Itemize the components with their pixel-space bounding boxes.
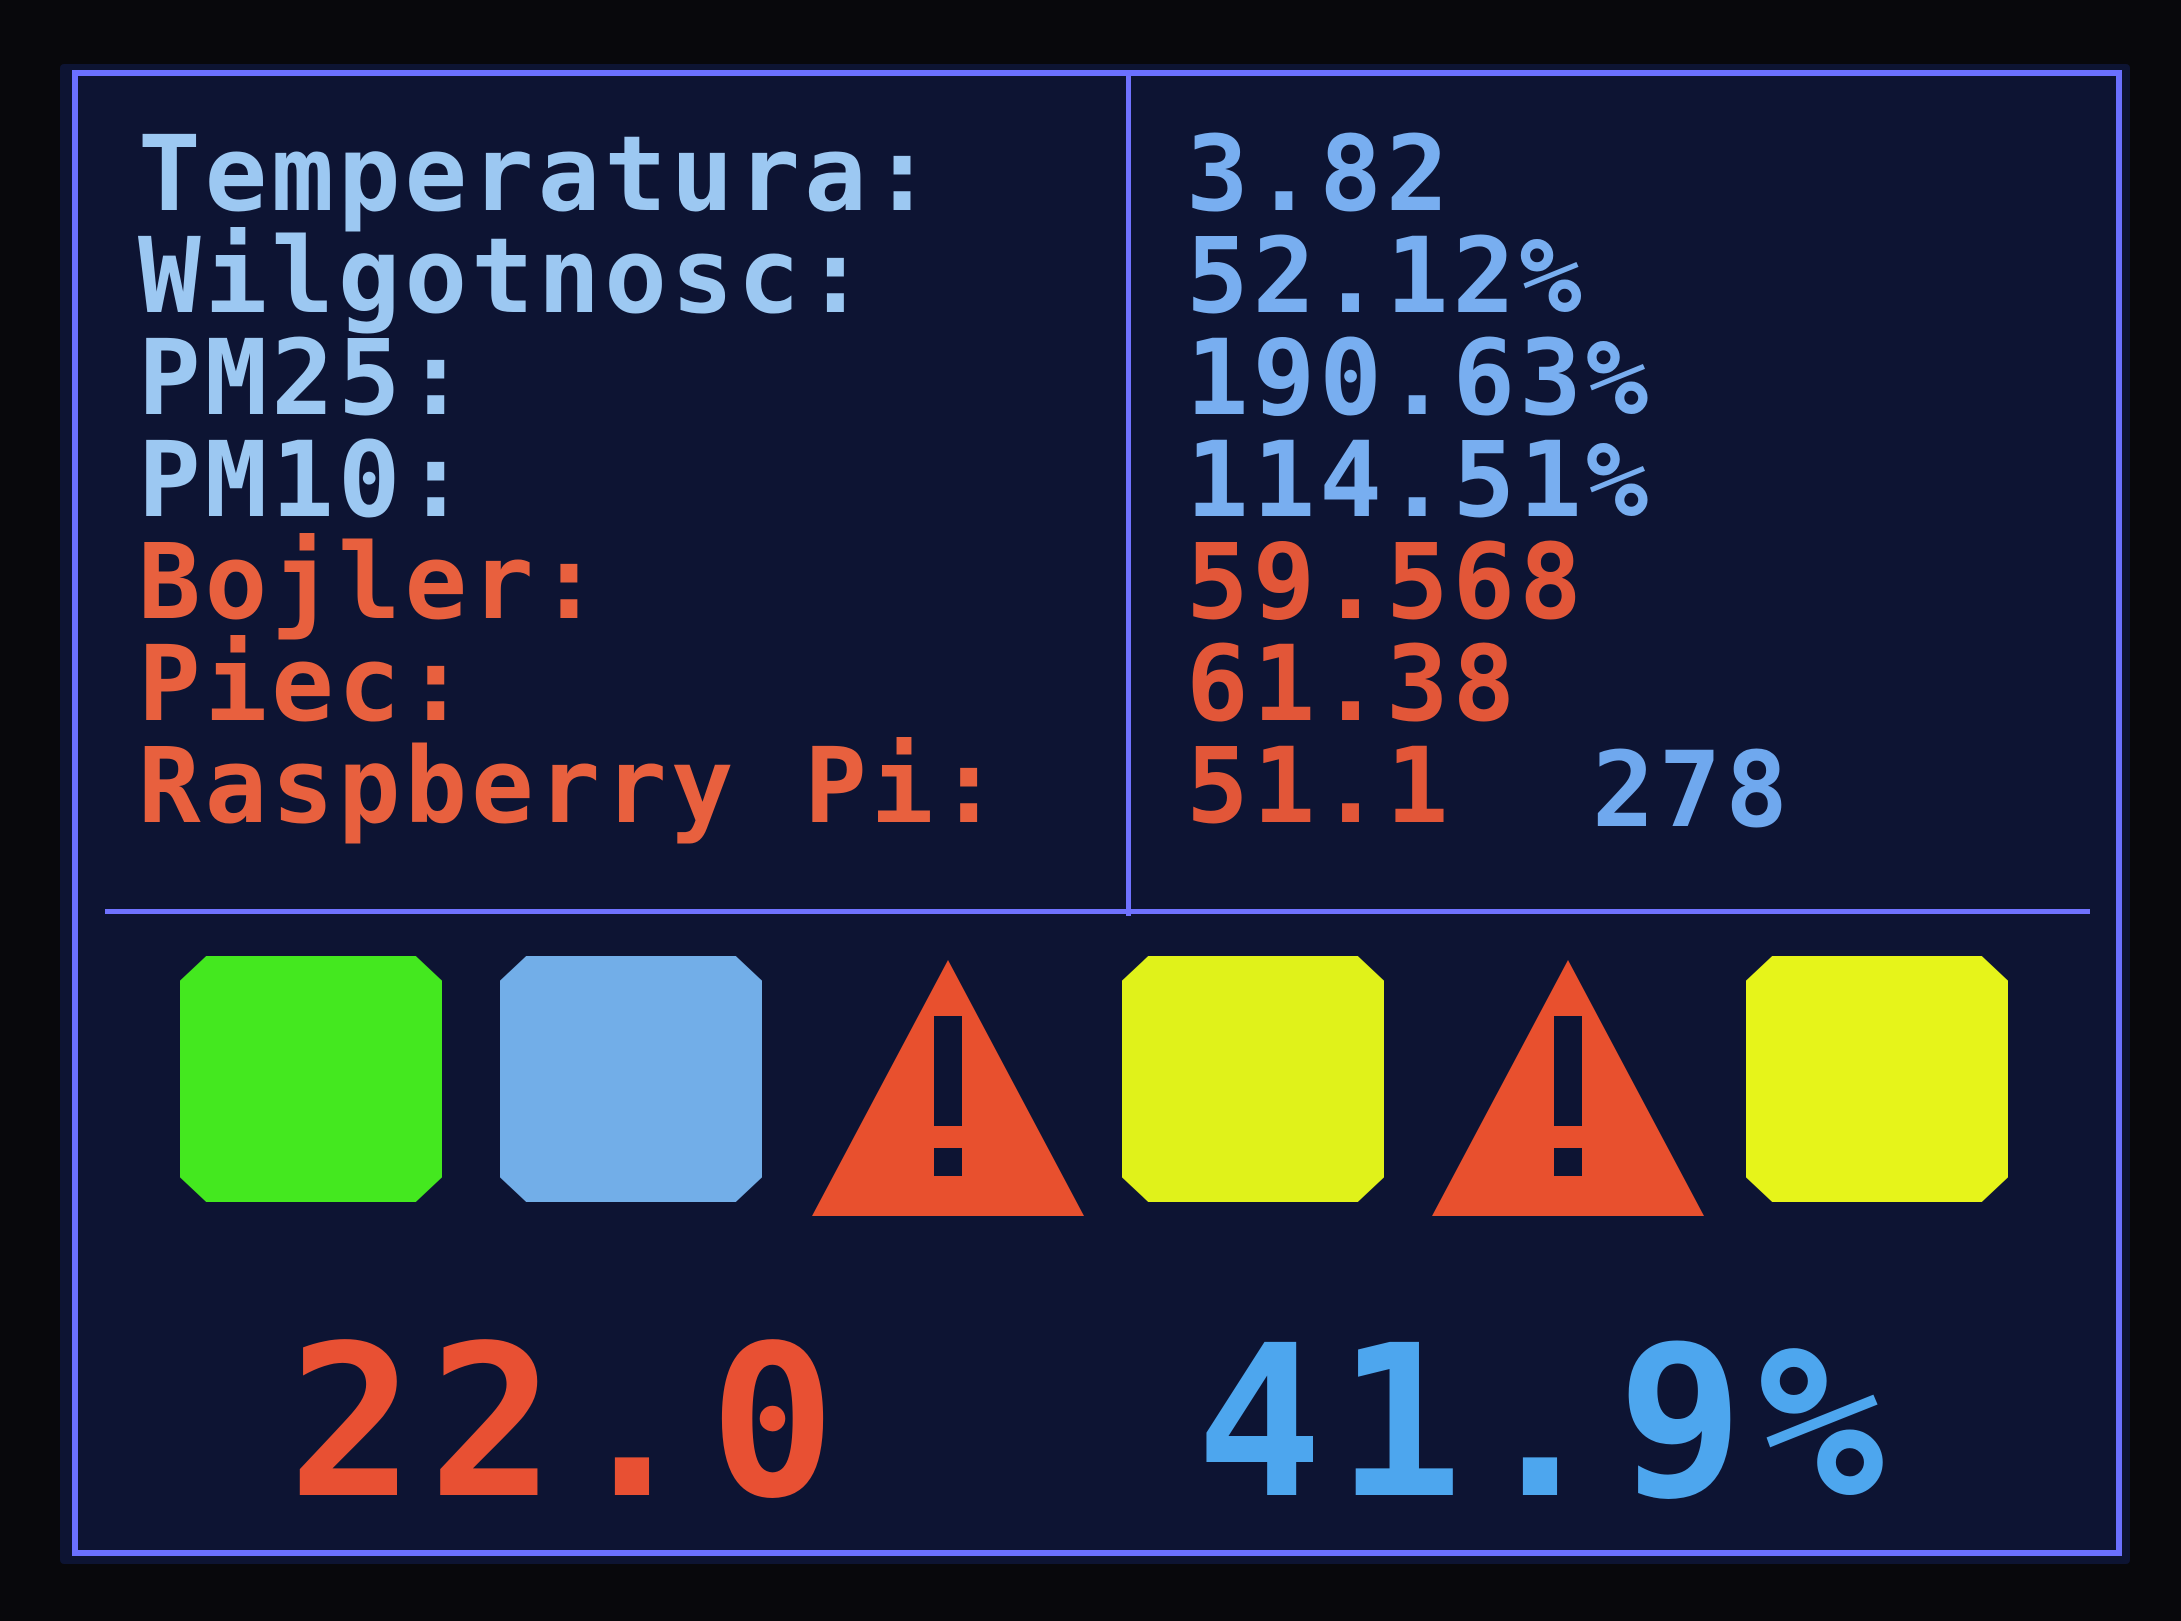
indoor-temperature: 22.0 bbox=[288, 1300, 850, 1545]
lcd-screen: Temperatura: Wilgotnosc: PM25: PM10: Boj… bbox=[60, 64, 2130, 1564]
label-wilgotnosc: Wilgotnosc: bbox=[138, 215, 871, 337]
label-temperatura: Temperatura: bbox=[138, 113, 938, 235]
warning-icon bbox=[812, 960, 1084, 1216]
value-wilgotnosc: 52.12% bbox=[1186, 215, 1586, 337]
label-raspberry-pi: Raspberry Pi: bbox=[138, 725, 1004, 847]
label-pm25: PM25: bbox=[138, 317, 472, 439]
warning-triangle bbox=[812, 960, 1084, 1216]
label-pm10: PM10: bbox=[138, 419, 472, 541]
value-pm25: 190.63% bbox=[1186, 317, 1653, 439]
value-raspberry-pi: 51.1 bbox=[1186, 725, 1453, 847]
status-square-yellow bbox=[1746, 956, 2008, 1202]
value-pm10: 114.51% bbox=[1186, 419, 1653, 541]
warning-triangle bbox=[1432, 960, 1704, 1216]
status-square-green bbox=[180, 956, 442, 1202]
outer-frame bbox=[72, 70, 2122, 1556]
exclamation-bar bbox=[1554, 1016, 1582, 1126]
exclamation-dot bbox=[934, 1148, 962, 1176]
label-piec: Piec: bbox=[138, 623, 472, 745]
value-bojler: 59.568 bbox=[1186, 521, 1586, 643]
horizontal-divider bbox=[105, 909, 2090, 914]
vertical-divider bbox=[1126, 76, 1131, 916]
value-raspberry-pi-extra: 278 bbox=[1592, 729, 1792, 851]
label-bojler: Bojler: bbox=[138, 521, 605, 643]
status-square-yellow bbox=[1122, 956, 1384, 1202]
exclamation-dot bbox=[1554, 1148, 1582, 1176]
status-square-blue bbox=[500, 956, 762, 1202]
warning-icon bbox=[1432, 960, 1704, 1216]
value-temperatura: 3.82 bbox=[1186, 113, 1453, 235]
exclamation-bar bbox=[934, 1016, 962, 1126]
value-piec: 61.38 bbox=[1186, 623, 1520, 745]
indoor-humidity: 41.9% bbox=[1196, 1300, 1899, 1545]
